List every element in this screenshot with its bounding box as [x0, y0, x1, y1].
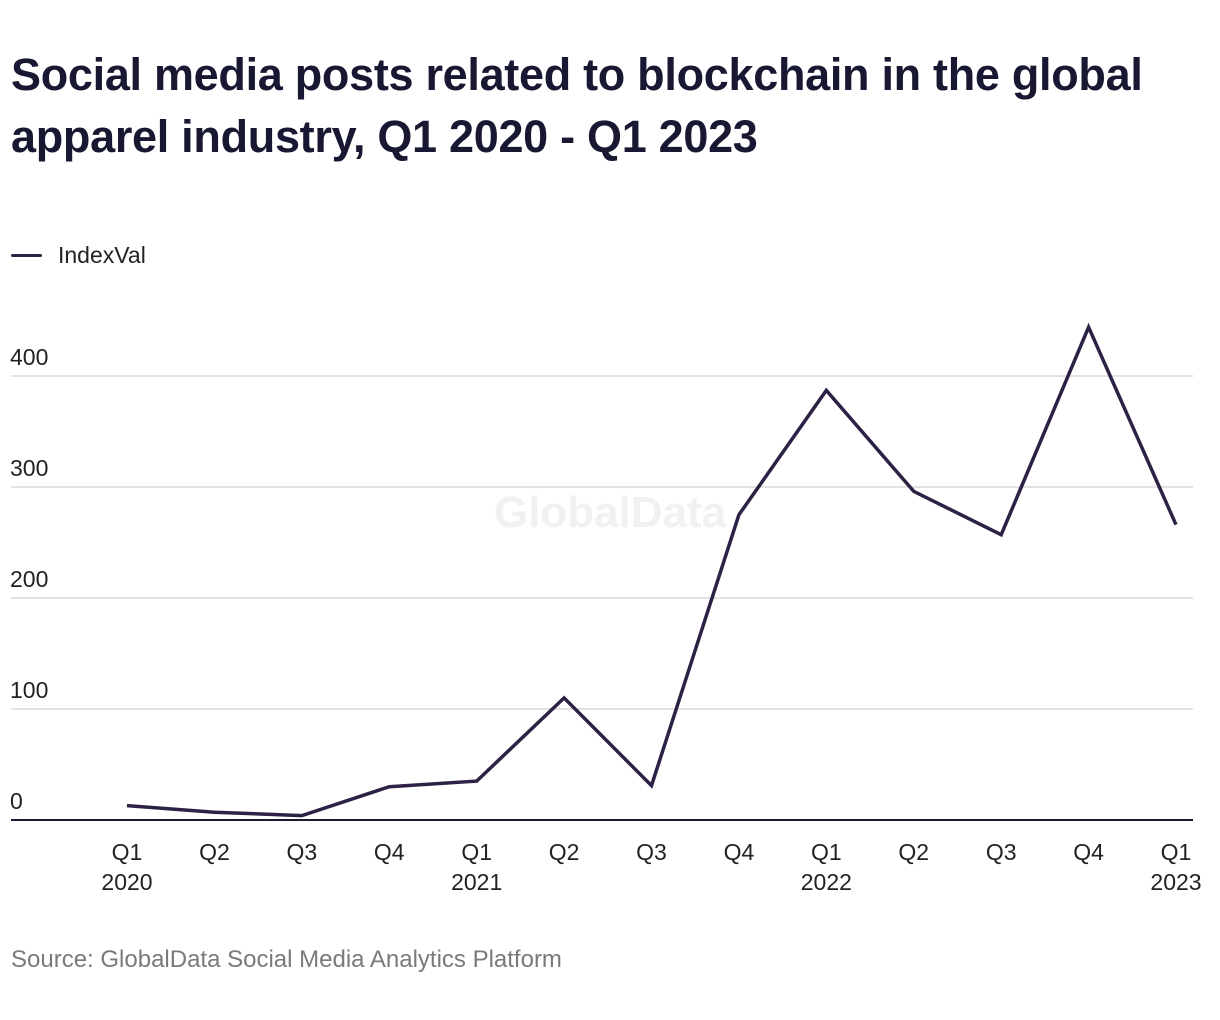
x-tick-label: Q4	[374, 839, 405, 865]
x-tick-year-label: 2023	[1150, 869, 1201, 895]
watermark: GlobalData	[494, 488, 727, 537]
x-tick-label: Q3	[986, 839, 1017, 865]
legend-label: IndexVal	[58, 242, 146, 268]
y-tick-label: 100	[10, 677, 48, 703]
y-tick-label: 300	[10, 455, 48, 481]
y-tick-label: 200	[10, 566, 48, 592]
x-tick-label: Q1	[112, 839, 143, 865]
x-tick-label: Q4	[724, 839, 755, 865]
x-tick-year-label: 2021	[451, 869, 502, 895]
series-line	[126, 322, 1178, 818]
x-tick-label: Q1	[811, 839, 842, 865]
y-tick-label: 0	[10, 788, 23, 814]
legend: IndexVal	[11, 242, 146, 269]
x-tick-year-label: 2022	[801, 869, 852, 895]
x-tick-label: Q2	[898, 839, 929, 865]
y-tick-label: 400	[10, 344, 48, 370]
source-note: Source: GlobalData Social Media Analytic…	[11, 946, 562, 973]
x-tick-label: Q2	[199, 839, 230, 865]
legend-swatch	[11, 254, 42, 257]
chart-title: Social media posts related to blockchain…	[11, 49, 1143, 162]
x-tick-label: Q2	[549, 839, 580, 865]
x-tick-label: Q4	[1073, 839, 1104, 865]
x-tick-label: Q1	[461, 839, 492, 865]
x-tick-year-label: 2020	[101, 869, 152, 895]
x-tick-label: Q3	[286, 839, 317, 865]
x-tick-label: Q3	[636, 839, 667, 865]
x-tick-label: Q1	[1161, 839, 1192, 865]
